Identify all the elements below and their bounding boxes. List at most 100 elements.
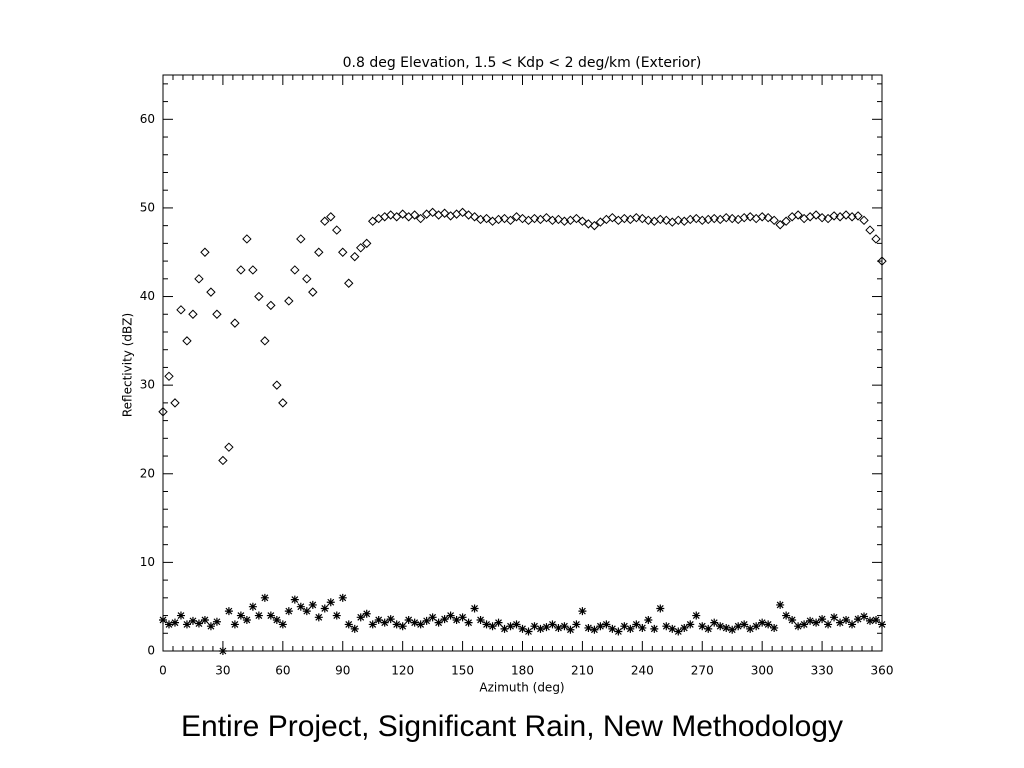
asterisk-point bbox=[494, 618, 503, 627]
asterisk-point bbox=[278, 620, 287, 629]
diamond-point bbox=[457, 207, 468, 218]
x-tick-label: 180 bbox=[511, 664, 534, 678]
asterisk-point bbox=[320, 604, 329, 613]
asterisk-point bbox=[164, 620, 173, 629]
diamond-point bbox=[266, 300, 276, 311]
asterisk-point bbox=[386, 615, 395, 624]
asterisk-point bbox=[482, 620, 491, 629]
asterisk-point bbox=[758, 618, 767, 627]
asterisk-point bbox=[518, 624, 527, 633]
y-tick-label: 10 bbox=[140, 555, 155, 569]
asterisk-point bbox=[506, 622, 515, 631]
asterisk-point bbox=[560, 622, 569, 631]
asterisk-point bbox=[566, 625, 575, 634]
diamond-point bbox=[691, 213, 701, 224]
asterisk-point bbox=[806, 616, 815, 625]
diamond-point bbox=[296, 234, 306, 244]
x-tick-label: 0 bbox=[159, 664, 167, 678]
diamond-point bbox=[290, 265, 300, 275]
x-tick-label: 120 bbox=[391, 664, 414, 678]
asterisk-point bbox=[656, 604, 665, 613]
asterisk-point bbox=[398, 622, 407, 631]
y-tick-label: 0 bbox=[147, 644, 155, 658]
diamond-point bbox=[338, 247, 348, 257]
diamond-point bbox=[344, 278, 354, 288]
asterisk-point bbox=[422, 616, 431, 625]
asterisk-point bbox=[710, 618, 719, 627]
asterisk-point bbox=[308, 600, 317, 609]
asterisk-point bbox=[470, 604, 479, 613]
diamond-point bbox=[607, 212, 618, 223]
x-tick-label: 270 bbox=[691, 664, 714, 678]
diamond-point bbox=[188, 309, 198, 319]
diamond-point bbox=[637, 213, 648, 224]
asterisk-point bbox=[794, 622, 803, 631]
asterisk-point bbox=[182, 620, 191, 629]
diamond-point bbox=[775, 220, 785, 230]
asterisk-point bbox=[872, 615, 881, 624]
asterisk-point bbox=[452, 615, 461, 624]
asterisk-point bbox=[602, 620, 611, 629]
diamond-point bbox=[218, 455, 228, 466]
diamond-point bbox=[397, 209, 408, 219]
asterisk-point bbox=[878, 620, 886, 629]
asterisk-point bbox=[782, 611, 791, 620]
asterisk-point bbox=[830, 613, 839, 622]
asterisk-point bbox=[206, 622, 215, 631]
asterisk-point bbox=[260, 593, 269, 602]
diamond-point bbox=[224, 442, 234, 452]
asterisk-point bbox=[740, 620, 749, 629]
asterisk-point bbox=[374, 615, 383, 624]
diamond-point bbox=[571, 213, 582, 224]
asterisk-point bbox=[224, 607, 233, 616]
asterisk-point bbox=[230, 620, 239, 629]
asterisk-point bbox=[194, 619, 203, 628]
diamond-point bbox=[314, 247, 324, 257]
asterisk-point bbox=[788, 615, 797, 624]
diamond-point bbox=[230, 318, 240, 328]
asterisk-point bbox=[176, 611, 185, 620]
diamond-point bbox=[212, 309, 222, 319]
x-tick-label: 150 bbox=[451, 664, 474, 678]
asterisk-point bbox=[536, 624, 545, 633]
diamond-point bbox=[811, 210, 821, 220]
diamond-point bbox=[769, 215, 779, 226]
diamond-point bbox=[332, 225, 342, 235]
y-tick-label: 40 bbox=[140, 289, 155, 303]
asterisk-point bbox=[236, 611, 245, 620]
asterisk-point bbox=[218, 647, 227, 655]
diamond-point bbox=[242, 234, 252, 244]
asterisk-point bbox=[332, 611, 341, 620]
asterisk-point bbox=[596, 622, 605, 631]
diamond-point bbox=[182, 336, 192, 346]
diamond-point bbox=[541, 212, 552, 223]
asterisk-point bbox=[692, 611, 701, 620]
asterisk-point bbox=[368, 620, 377, 629]
asterisk-point bbox=[704, 624, 713, 633]
diamond-point bbox=[236, 265, 246, 275]
diamond-point bbox=[481, 213, 492, 224]
asterisk-point bbox=[662, 622, 671, 631]
asterisk-point bbox=[530, 622, 539, 631]
asterisk-point bbox=[392, 620, 401, 629]
diamond-point bbox=[206, 287, 216, 297]
asterisk-point bbox=[416, 620, 425, 629]
asterisk-point bbox=[578, 607, 587, 616]
asterisk-point bbox=[764, 620, 773, 629]
diamond-point bbox=[583, 219, 594, 229]
diamond-point bbox=[643, 215, 654, 226]
asterisk-point bbox=[716, 622, 725, 631]
diamond-point bbox=[385, 210, 396, 220]
diamond-point bbox=[176, 305, 186, 315]
diamond-point bbox=[308, 287, 318, 297]
asterisk-point bbox=[380, 618, 389, 627]
asterisk-point bbox=[290, 595, 299, 604]
diamond-point bbox=[577, 216, 588, 226]
x-tick-label: 240 bbox=[631, 664, 654, 678]
x-tick-label: 360 bbox=[871, 664, 894, 678]
x-tick-label: 60 bbox=[275, 664, 290, 678]
asterisk-point bbox=[410, 618, 419, 627]
asterisk-point bbox=[296, 602, 305, 611]
